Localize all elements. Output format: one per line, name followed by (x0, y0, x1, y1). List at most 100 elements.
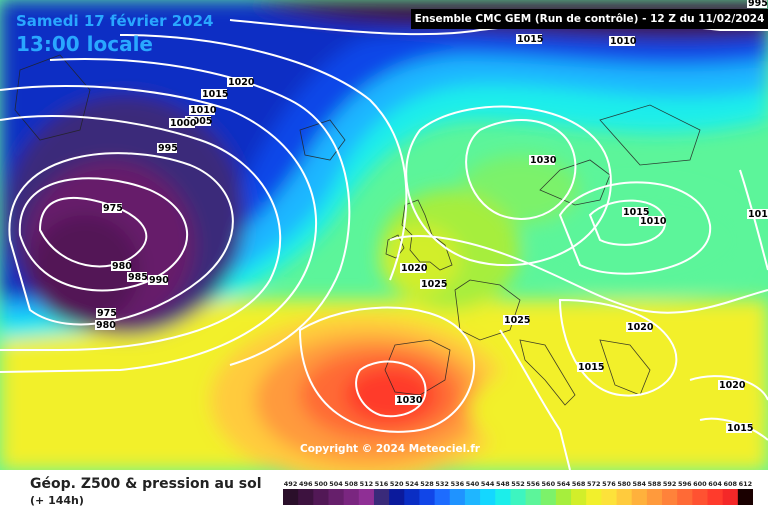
isobar-label: 1030 (530, 155, 557, 166)
legend-swatch (298, 489, 314, 505)
isobar-label-bg (400, 263, 426, 273)
isobar-label-bg (420, 279, 446, 289)
isobar-label: 1015 (202, 89, 228, 100)
legend-swatch (616, 489, 633, 505)
isobar-label: 1010 (610, 36, 637, 47)
legend-swatch (328, 489, 345, 505)
legend-value-label: 504 (329, 480, 343, 488)
isobar-label-bg (747, 209, 768, 219)
isobar-label-bg (726, 423, 752, 433)
isobar-label: 1000 (170, 118, 197, 129)
forecast-hour: (+ 144h) (30, 494, 84, 507)
legend-value-label: 612 (739, 480, 753, 488)
isobar-label: 985 (128, 272, 148, 283)
legend-swatch (358, 489, 375, 505)
legend-swatch (631, 489, 648, 505)
legend-swatch (343, 489, 360, 505)
model-run-info: Ensemble CMC GEM (Run de contrôle) - 12 … (411, 9, 768, 29)
forecast-date: Samedi 17 février 2024 (16, 12, 214, 30)
isobar-label: 1020 (719, 380, 746, 391)
isobar-label: 995 (748, 0, 768, 9)
legend-value-label: 552 (511, 480, 525, 488)
isobar-label-bg (577, 362, 603, 372)
legend-value-label: 572 (587, 480, 601, 488)
legend-value-label: 520 (390, 480, 404, 488)
legend-swatch (707, 489, 724, 505)
legend-value-label: 592 (663, 480, 677, 488)
isobar-label-bg (503, 315, 529, 325)
legend-swatch (737, 489, 753, 505)
legend-swatch (510, 489, 527, 505)
legend-value-label: 524 (405, 480, 419, 488)
isobar-label-bg (626, 322, 652, 332)
isobar-label-bg (718, 380, 744, 390)
legend-value-label: 548 (496, 480, 510, 488)
legend-swatch (692, 489, 709, 505)
legend-swatch (586, 489, 602, 505)
legend-value-label: 600 (693, 480, 707, 488)
legend-value-label: 560 (542, 480, 556, 488)
isobar-label-bg (747, 0, 767, 8)
isobar-label: 1015 (623, 207, 649, 218)
legend-value-label: 536 (451, 480, 465, 488)
isobar-label: 1015 (727, 423, 753, 434)
legend-swatch (525, 489, 542, 505)
isobar-label-bg (96, 308, 116, 318)
isobar-label: 990 (149, 275, 169, 286)
legend-swatch (404, 489, 420, 505)
legend-value-label: 584 (633, 480, 647, 488)
isobar-label: 1015 (517, 34, 543, 45)
isobar-label: 1005 (186, 116, 212, 127)
geopotential-map: 1015 101099510201015101010051000995975980… (0, 0, 768, 470)
legend-value-label: 580 (617, 480, 631, 488)
isobar-label: 975 (97, 308, 117, 319)
legend-value-label: 496 (299, 480, 313, 488)
legend-value-label: 588 (648, 480, 662, 488)
forecast-local-time: 13:00 locale (16, 32, 153, 56)
isobar-label: 1010 (640, 216, 667, 227)
isobar-label-bg (102, 203, 122, 213)
isobar-label: 1010 (190, 105, 217, 116)
legend-value-label: 596 (678, 480, 692, 488)
isobar-label: 980 (112, 261, 132, 272)
legend-swatch (555, 489, 572, 505)
legend-swatch (571, 489, 587, 505)
legend-swatch (480, 489, 496, 505)
map-title: Géop. Z500 & pression au sol (30, 476, 262, 492)
legend-swatch (283, 489, 299, 505)
legend-value-label: 576 (602, 480, 616, 488)
legend-value-label: 516 (375, 480, 389, 488)
isobar-label: 1030 (396, 395, 423, 406)
legend-value-label: 604 (708, 480, 722, 488)
copyright: Copyright © 2024 Meteociel.fr (300, 443, 480, 455)
isobar-label: 975 (103, 203, 123, 214)
legend-value-label: 540 (466, 480, 480, 488)
isobar-label-bg (157, 143, 177, 153)
isobar-labels: 1015 101099510201015101010051000995975980… (95, 0, 768, 434)
legend-value-label: 564 (557, 480, 571, 488)
legend-swatch (373, 489, 390, 505)
legend-value-label: 568 (572, 480, 586, 488)
isobar-label: 995 (158, 143, 178, 154)
isobar-label: 1015 (578, 362, 604, 373)
legend-swatch (419, 489, 436, 505)
isobar-label-bg (516, 34, 542, 44)
legend-swatch (601, 489, 618, 505)
isobar-label-bg (395, 395, 421, 405)
legend-swatch (540, 489, 557, 505)
color-scale-legend: 492 496 500 504 508 512 516 520 524 528 532 536 540 5… (283, 480, 753, 505)
legend-value-label: 532 (435, 480, 449, 488)
legend-swatch (646, 489, 663, 505)
map-footer: Géop. Z500 & pression au sol (+ 144h) 49… (0, 470, 768, 512)
legend-swatch (495, 489, 511, 505)
legend-swatch (449, 489, 466, 505)
legend-value-label: 492 (284, 480, 298, 488)
legend-swatch (722, 489, 739, 505)
legend-value-label: 512 (360, 480, 374, 488)
isobar-label-bg (227, 77, 253, 87)
isobar-label-bg (95, 320, 115, 330)
isobar-label: 1025 (504, 315, 530, 326)
legend-swatch (434, 489, 451, 505)
isobar-label-bg (127, 272, 147, 282)
